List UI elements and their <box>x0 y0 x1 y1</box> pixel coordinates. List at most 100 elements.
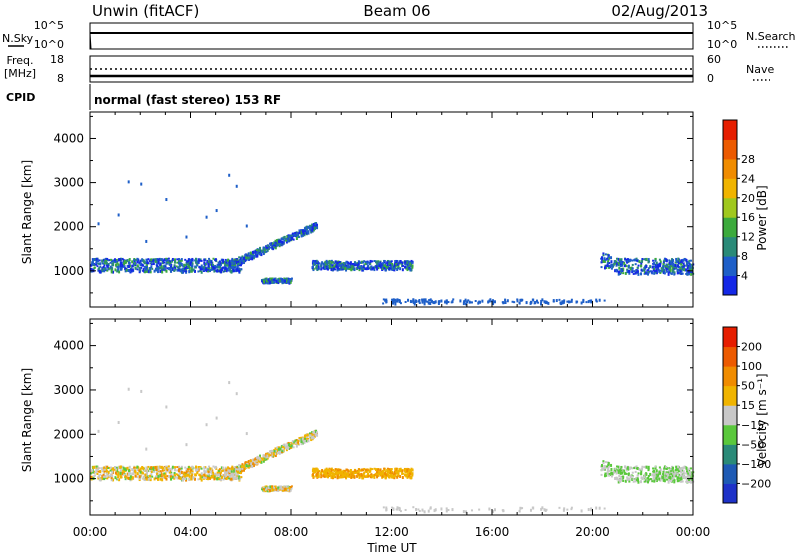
colorbar-tick-label: 15 <box>741 399 755 412</box>
power-echo-point <box>147 270 150 274</box>
power-echo-point <box>561 300 564 304</box>
power-echo-point <box>209 259 212 263</box>
power-echo-point <box>662 263 665 266</box>
velocity-echo-point <box>682 470 685 474</box>
power-echo-point <box>382 262 385 265</box>
velocity-echo-point <box>109 473 112 477</box>
power-echo-point <box>269 277 272 281</box>
velocity-echo-point <box>269 489 272 493</box>
velocity-echo-point <box>603 507 606 510</box>
velocity-echo-point <box>658 477 661 481</box>
velocity-echo-point <box>93 474 96 477</box>
power-echo-point <box>658 269 661 273</box>
power-echo-point <box>645 257 648 261</box>
velocity-echo-point <box>95 468 98 472</box>
power-echo-point <box>209 263 212 266</box>
power-echo-point <box>493 300 496 304</box>
velocity-echo-point <box>295 444 298 448</box>
velocity-echo-point <box>343 470 346 473</box>
power-echo-point <box>516 299 519 303</box>
velocity-y-label: Slant Range [km] <box>20 368 34 472</box>
velocity-echo-point <box>159 471 162 474</box>
power-echo-point <box>398 262 401 265</box>
power-echo-point <box>143 261 146 265</box>
velocity-echo-point <box>637 472 640 475</box>
power-echo-point <box>347 261 350 265</box>
power-echo-point <box>506 299 509 303</box>
power-echo-point <box>489 298 492 301</box>
velocity-echo-point <box>258 454 261 458</box>
velocity-echo-point <box>649 472 652 476</box>
power-echo-point <box>369 267 372 271</box>
velocity-echo-point <box>156 472 159 475</box>
velocity-echo-point <box>134 474 137 478</box>
power-echo-point <box>109 261 112 264</box>
freq-label-2: [MHz] <box>4 67 36 80</box>
velocity-echo-point <box>332 468 335 471</box>
velocity-echo-point <box>636 477 639 481</box>
power-echo-point <box>298 229 301 232</box>
velocity-echo-point <box>674 471 677 475</box>
velocity-echo-point <box>681 473 684 477</box>
power-echo-point <box>165 269 168 273</box>
velocity-echo-point <box>234 466 237 469</box>
velocity-echo-point <box>423 510 426 514</box>
power-echo-point <box>336 266 339 270</box>
velocity-echo-point <box>611 472 614 476</box>
power-echo-point <box>615 263 618 266</box>
velocity-echo-point <box>185 469 188 472</box>
velocity-echo-point <box>376 471 379 474</box>
velocity-echo-point <box>417 508 420 511</box>
velocity-x-ticks <box>89 319 694 515</box>
power-echo-point <box>141 258 144 261</box>
velocity-echo-point <box>689 477 692 481</box>
velocity-echo-point <box>152 466 155 470</box>
velocity-echo-point <box>282 489 285 492</box>
velocity-echo-point <box>159 474 162 478</box>
nsky-tick-top: 10^5 <box>34 19 64 32</box>
velocity-echo-point <box>395 470 398 473</box>
velocity-echo-point <box>317 475 320 478</box>
velocity-echo-point <box>99 473 102 476</box>
velocity-echo-point <box>293 441 296 444</box>
velocity-echo-point <box>604 472 607 476</box>
velocity-echo-point <box>107 474 110 478</box>
nsearch-tick-top: 10^5 <box>707 19 737 32</box>
velocity-echo-point <box>373 475 376 479</box>
power-echo-point <box>356 263 359 267</box>
power-echo-point <box>260 279 263 282</box>
power-echo-point <box>169 267 172 270</box>
power-echo-point <box>281 238 284 241</box>
velocity-echo-point <box>200 478 203 482</box>
power-echo-point <box>317 265 320 268</box>
power-echo-point <box>511 300 514 303</box>
velocity-echo-point <box>626 477 629 481</box>
velocity-echo-point <box>292 446 295 449</box>
power-echo-point <box>196 260 199 264</box>
velocity-echo-point <box>184 478 187 481</box>
power-echo-point <box>150 265 153 269</box>
velocity-echo-point <box>90 472 93 475</box>
power-echo-point <box>638 260 641 264</box>
velocity-echo-point <box>280 487 283 490</box>
velocity-echo-point <box>123 473 126 476</box>
colorbar-segment <box>723 236 737 257</box>
power-echo-point <box>230 265 233 269</box>
power-echo-point <box>122 261 125 264</box>
power-echo-point <box>197 260 200 264</box>
velocity-echo-point <box>228 472 231 475</box>
power-echo-point <box>680 262 683 266</box>
power-echo-point <box>603 260 606 263</box>
velocity-echo-point <box>99 478 102 482</box>
velocity-echo-point <box>314 468 317 472</box>
y-tick-label: 2000 <box>53 220 84 234</box>
power-echo-point <box>412 298 415 301</box>
power-echo-point <box>339 268 342 271</box>
velocity-echo-point <box>264 486 267 489</box>
power-echo-point <box>132 265 135 268</box>
power-echo-point <box>110 258 113 261</box>
velocity-echo-point <box>404 468 407 472</box>
power-echo-point <box>361 267 364 270</box>
power-echo-point <box>204 266 207 270</box>
velocity-echo-point <box>405 475 408 478</box>
